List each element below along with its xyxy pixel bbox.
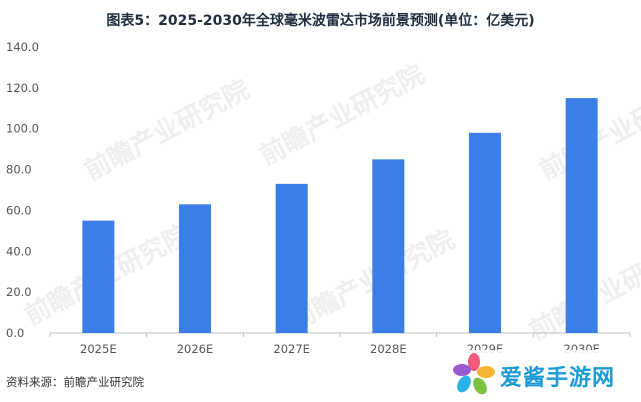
bar [82,220,115,333]
source-note: 资料来源：前瞻产业研究院 [6,375,144,389]
x-tick-label: 2026E [177,342,214,356]
bar [179,204,211,333]
chart-title: 图表5：2025-2030年全球毫米波雷达市场前景预测(单位：亿美元) [106,13,535,29]
x-tick-label: 2027E [273,342,310,356]
bar [469,132,501,333]
x-tick-label: 2025E [80,342,117,356]
y-tick-label: 100.0 [6,122,39,136]
x-tick-label: 2028E [370,342,407,356]
bar [372,159,405,333]
y-tick-label: 20.0 [6,285,32,299]
bar [565,98,598,333]
overlay-brand-badge: 爱酱手游网 [448,350,638,398]
y-tick-label: 140.0 [6,40,39,54]
y-tick-label: 80.0 [6,163,32,177]
pinwheel-logo-icon [453,353,495,395]
y-tick-label: 120.0 [6,81,39,95]
bar [275,183,308,333]
overlay-brand-text: 爱酱手游网 [500,366,616,391]
y-tick-label: 40.0 [6,244,32,258]
y-tick-label: 0.0 [6,326,24,340]
y-tick-label: 60.0 [6,203,32,217]
